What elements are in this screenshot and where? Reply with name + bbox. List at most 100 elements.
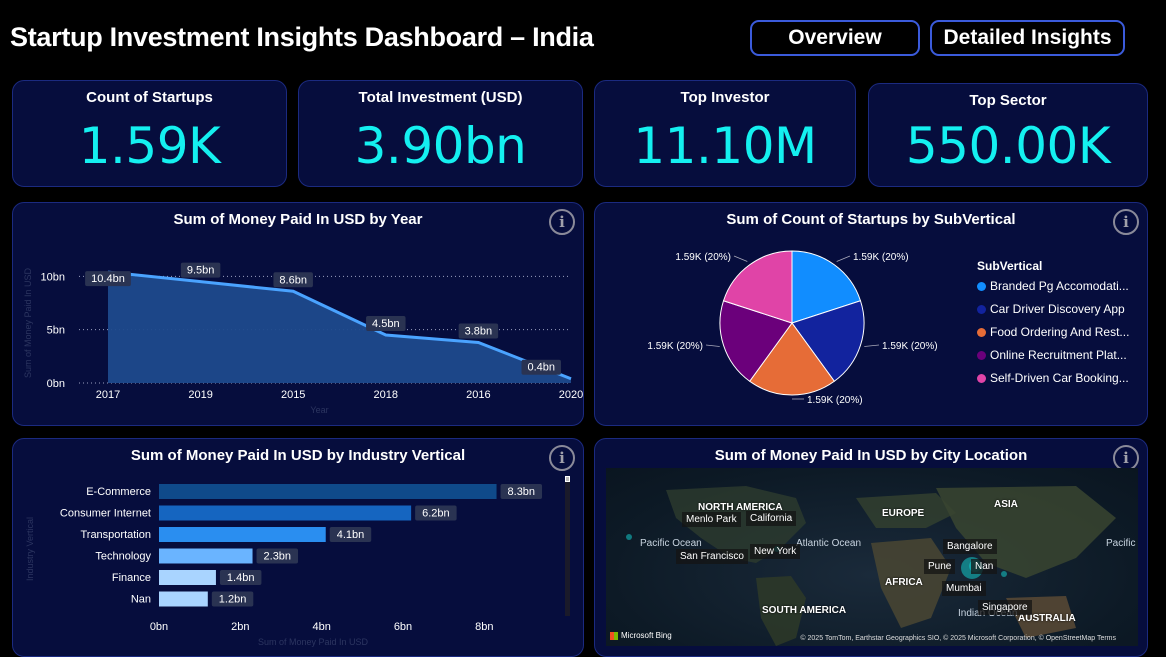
city-label: New York [750,544,801,559]
vertical-chart-panel[interactable]: Sum of Money Paid In USD by Industry Ver… [12,438,584,657]
data-label: 1.2bn [219,594,247,606]
x-tick-label: 2019 [188,389,212,401]
info-icon[interactable]: i [1113,209,1139,235]
continent-label: AUSTRALIA [1018,613,1076,624]
x-axis-title: Year [310,405,328,415]
x-axis-title: Sum of Money Paid In USD [258,637,369,647]
kpi-card-top-investor[interactable]: Top Investor 11.10M [594,80,856,187]
continent-label: ASIA [994,499,1018,510]
x-tick-label: 2016 [466,389,490,401]
data-label-bg [366,316,406,331]
data-label-bg [329,527,372,542]
leader-line [705,344,720,347]
info-icon[interactable]: i [549,445,575,471]
area-fill [108,272,571,383]
legend-item[interactable]: Self-Driven Car Booking... [977,371,1129,385]
category-label: Nan [131,594,151,606]
category-label: Finance [112,572,151,584]
x-tick-label: 2017 [96,389,120,401]
year-chart-panel[interactable]: Sum of Money Paid In USD by Year i 0bn 5b… [12,202,584,426]
bar [159,527,326,542]
y-tick-label: 5bn [47,325,65,337]
category-label: E-Commerce [86,486,151,498]
kpi-value: 11.10M [633,117,817,175]
legend-swatch [977,373,986,383]
kpi-label: Top Investor [680,89,770,106]
data-label: 10.4bn [91,273,125,285]
slice-label: 1.59K (20%) [807,395,863,406]
kpi-label: Count of Startups [86,89,213,106]
pie-slice [748,322,836,396]
data-label-bg [180,262,221,278]
info-icon[interactable]: i [549,209,575,235]
ocean-label: Atlantic Ocean [796,538,862,549]
legend-swatch [977,281,986,291]
legend-title: SubVertical [977,259,1043,273]
x-tick-label: 4bn [312,621,330,633]
year-area-chart: 0bn 5bn 10bn 2017 10.4bn 2019 9.5bn 2015 8.6bn 20… [23,262,583,415]
city-label: Singapore [978,600,1032,615]
data-label: 9.5bn [187,265,215,277]
city-label: California [746,511,797,526]
data-label: 8.6bn [279,274,307,286]
x-tick-label: 8bn [475,621,493,633]
bing-logo: Microsoft Bing [610,631,672,640]
chart-title: Sum of Money Paid In USD by Industry Ver… [130,447,466,464]
data-label: 8.3bn [508,486,536,498]
detailed-insights-nav-button[interactable]: Detailed Insights [930,20,1125,56]
scrollbar-thumb[interactable] [565,476,570,482]
kpi-card-count-startups[interactable]: Count of Startups 1.59K [12,80,287,187]
legend-swatch [977,327,986,337]
data-label-bg [415,505,457,521]
city-label: San Francisco [676,549,748,564]
legend-swatch [977,350,986,360]
city-bubble[interactable] [1001,571,1007,577]
subvertical-pie-chart: 1.59K (20%) 1.59K (20%) 1.59K (20%) 1.59K (… [647,250,938,406]
world-map[interactable]: NORTH AMERICA EUROPE ASIA AFRICA SOUTH A… [606,468,1138,646]
legend-label: Car Driver Discovery App [990,302,1125,316]
slice-label: 1.59K (20%) [853,252,909,263]
legend-label: Branded Pg Accomodati... [990,279,1129,293]
x-tick-label: 2bn [231,621,249,633]
overview-nav-button[interactable]: Overview [750,20,920,56]
data-label: 4.5bn [372,318,400,330]
x-tick-label: 2018 [374,389,398,401]
legend-item[interactable]: Online Recruitment Plat... [977,348,1127,362]
chart-title: Sum of Count of Startups by SubVertical [726,211,1016,228]
legend-item[interactable]: Food Ordering And Rest... [977,325,1129,339]
kpi-label: Top Sector [969,92,1047,109]
bar [159,591,208,607]
y-tick-label: 0bn [47,378,65,390]
pie-slice [791,300,865,382]
continent-label: AFRICA [885,577,923,588]
legend-item[interactable]: Car Driver Discovery App [977,302,1125,316]
city-label: Menlo Park [682,512,741,527]
data-label-bg [211,591,254,607]
kpi-card-total-investment[interactable]: Total Investment (USD) 3.90bn [298,80,583,187]
city-bubble[interactable] [626,534,632,540]
scrollbar[interactable] [565,476,570,616]
slice-label: 1.59K (20%) [882,341,938,352]
city-label: Pune [924,559,956,574]
city-map-panel[interactable]: Sum of Money Paid In USD by City Locatio… [594,438,1148,657]
kpi-value: 550.00K [905,117,1111,175]
category-label: Technology [95,551,151,563]
kpi-value: 1.59K [78,117,221,175]
legend-item[interactable]: Branded Pg Accomodati... [977,279,1129,293]
bar [159,484,497,499]
data-label: 4.1bn [337,529,365,541]
pie-slice [722,250,793,324]
city-label: Mumbai [942,581,986,596]
chart-title: Sum of Money Paid In USD by City Locatio… [714,447,1028,464]
kpi-card-top-sector[interactable]: Top Sector 550.00K [868,83,1148,187]
y-axis-title: Industry Vertical [25,517,35,581]
x-tick-label: 2020 [559,389,583,401]
y-axis-title: Sum of Money Paid In USD [23,267,33,378]
continent-label: NORTH AMERICA [698,502,783,513]
data-label: 3.8bn [465,325,493,337]
map-credit[interactable]: © 2025 TomTom, Earthstar Geographics SIO… [800,635,1116,642]
x-tick-label: 6bn [394,621,412,633]
subvertical-chart-panel[interactable]: Sum of Count of Startups by SubVertical … [594,202,1148,426]
data-label: 0.4bn [527,362,555,374]
category-label: Transportation [80,529,151,541]
